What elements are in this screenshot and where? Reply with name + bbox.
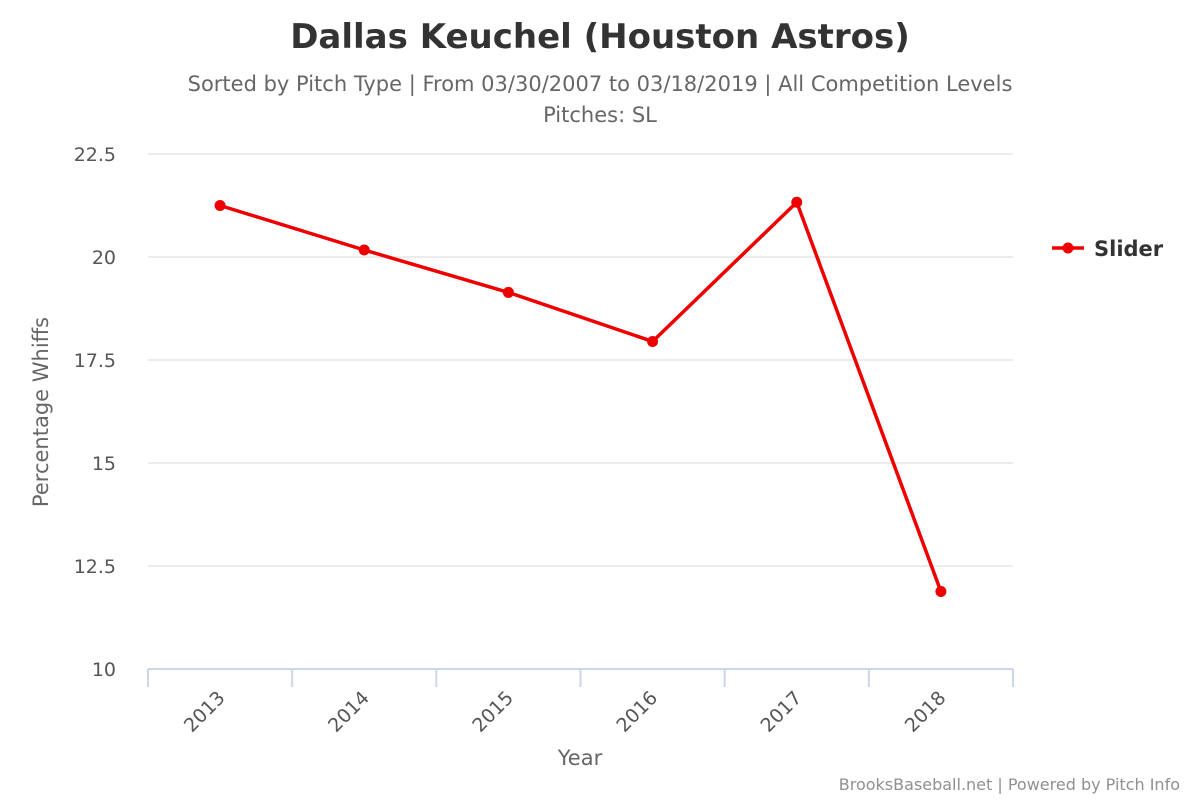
chart-subtitle-line-2: Pitches: SL — [543, 103, 657, 127]
x-axis: 2013 2014 2015 2016 2017 2018 — [147, 668, 1014, 737]
legend-label-slider[interactable]: Slider — [1094, 237, 1164, 261]
data-point[interactable] — [935, 586, 947, 598]
x-axis-title: Year — [557, 746, 603, 770]
legend-marker-symbol — [1062, 242, 1074, 254]
y-tick-label: 17.5 — [74, 350, 116, 372]
data-point[interactable] — [214, 200, 226, 211]
data-point[interactable] — [791, 196, 803, 208]
y-axis-ticks: 10 12.5 15 17.5 20 22.5 — [74, 144, 116, 681]
y-tick-label: 22.5 — [74, 144, 116, 166]
y-axis-title: Percentage Whiffs — [29, 317, 53, 507]
x-tick-label: 2015 — [468, 687, 518, 737]
grid-lines — [148, 153, 1013, 567]
data-point[interactable] — [502, 286, 514, 298]
x-tick-label: 2013 — [180, 687, 230, 737]
series-line-slider — [218, 200, 943, 594]
x-tick-label: 2014 — [324, 687, 374, 737]
credits[interactable]: BrooksBaseball.net | Powered by Pitch In… — [839, 775, 1180, 794]
y-tick-label: 20 — [92, 247, 116, 269]
chart-title: Dallas Keuchel (Houston Astros) — [290, 17, 910, 57]
x-tick-label: 2018 — [901, 687, 951, 737]
y-tick-label: 12.5 — [74, 556, 116, 578]
x-tick-label: 2017 — [757, 687, 807, 737]
data-point[interactable] — [358, 244, 370, 256]
x-tick-label: 2016 — [612, 687, 662, 737]
legend[interactable]: Slider — [1052, 237, 1164, 261]
data-point[interactable] — [647, 335, 659, 347]
y-tick-label: 15 — [92, 453, 116, 475]
series-layer — [214, 196, 947, 598]
y-tick-label: 10 — [92, 659, 116, 681]
chart-subtitle-line-1: Sorted by Pitch Type | From 03/30/2007 t… — [188, 72, 1013, 97]
